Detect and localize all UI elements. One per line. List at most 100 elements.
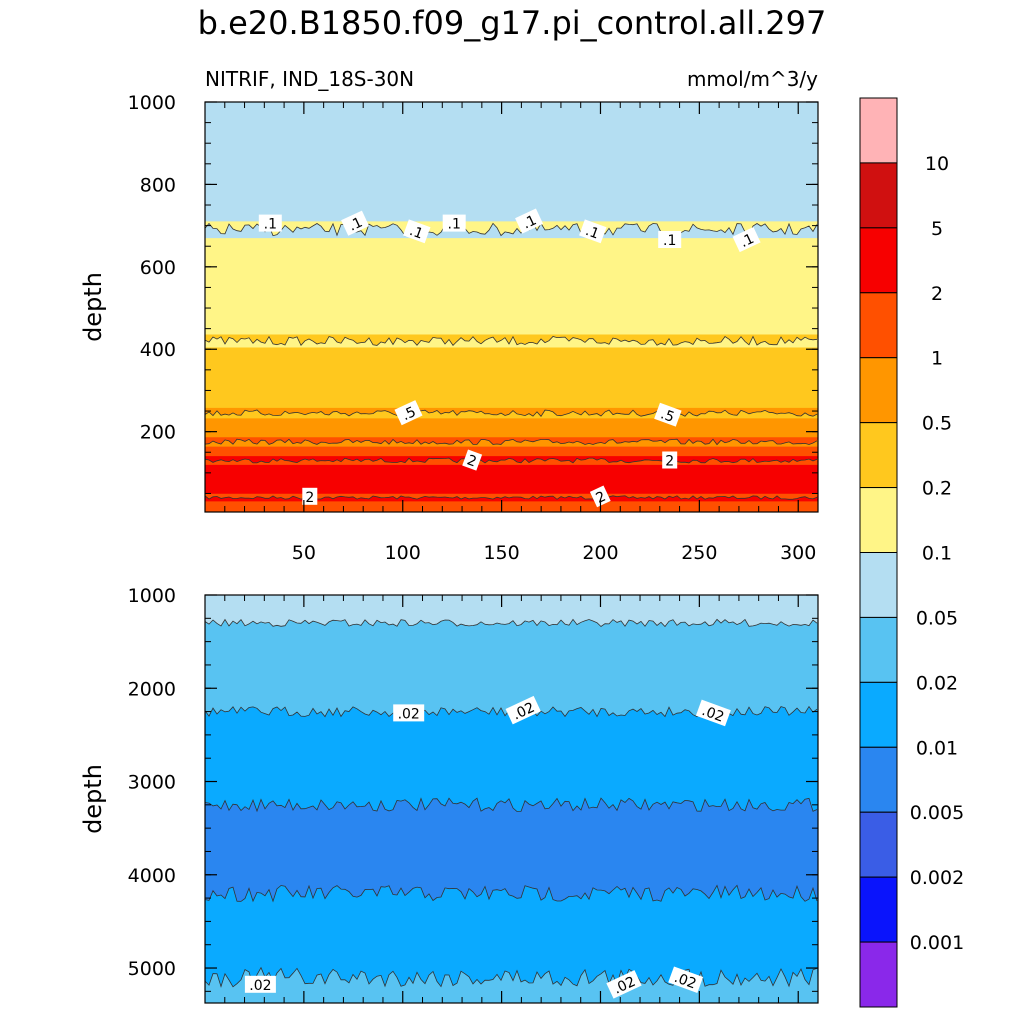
- x-tick-label: 50: [292, 542, 316, 564]
- contour-band: [205, 340, 818, 414]
- contour-label-text: .5: [400, 404, 419, 424]
- contour-label-box: [403, 219, 431, 244]
- y-tick-label: 5000: [128, 958, 176, 980]
- contour-line: [204, 797, 818, 813]
- contour-line: [204, 457, 818, 464]
- colorbar-swatch: [859, 681, 898, 748]
- contour-label-box: [668, 966, 704, 994]
- colorbar-label: 0.002: [910, 867, 964, 889]
- contour-label-box: [658, 231, 682, 248]
- contour-band-edge: [205, 883, 818, 902]
- contour-label-box: [732, 226, 761, 253]
- contour-label-text: .02: [672, 970, 698, 993]
- contour-label: .1: [732, 226, 761, 253]
- y-tick-label: 200: [140, 422, 176, 444]
- contour-label-box: [394, 400, 423, 426]
- contour-band: [205, 893, 818, 978]
- contour-label: .1: [442, 214, 466, 233]
- contour-band-edge: [205, 336, 818, 348]
- colorbar-label: 5: [931, 218, 943, 240]
- colorbar-swatch: [859, 876, 898, 943]
- units-label: mmol/m^3/y: [687, 67, 818, 91]
- colorbar-label: 0.01: [916, 737, 958, 759]
- contour-label-box: [695, 699, 731, 727]
- colorbar-label: 0.001: [910, 932, 964, 954]
- contour-band-edge: [205, 437, 818, 445]
- contour-line: [204, 335, 818, 347]
- contour-label-text: .02: [398, 706, 420, 722]
- colorbar-swatch: [859, 97, 898, 164]
- contour-label-box: [393, 704, 425, 722]
- y-tick-label: 600: [140, 257, 176, 279]
- chart-title: b.e20.B1850.f09_g17.pi_control.all.297: [198, 4, 827, 42]
- colorbar-swatch: [859, 162, 898, 229]
- contour-band-edge: [205, 798, 818, 814]
- contour-label: .02: [695, 699, 731, 727]
- y-tick-label: 1000: [128, 92, 176, 114]
- y-tick-label: 800: [140, 174, 176, 196]
- colorbar-label: 0.1: [922, 543, 952, 565]
- contour-label: .02: [244, 975, 276, 994]
- contour-label-text: .02: [700, 703, 726, 726]
- contour-label: .02: [393, 704, 425, 722]
- contour-label-text: .1: [407, 223, 425, 243]
- contour-label-box: [442, 214, 466, 232]
- contour-line: [204, 618, 818, 628]
- x-tick-label: 250: [681, 542, 717, 564]
- contour-label: 2: [589, 485, 611, 508]
- contour-label-text: .1: [264, 217, 277, 233]
- lower-y-axis-label: depth: [79, 764, 107, 834]
- contour-line: [204, 222, 818, 237]
- colorbar-label: 0.2: [922, 478, 952, 500]
- contour-line: [204, 966, 818, 988]
- x-tick-label: 300: [780, 542, 816, 564]
- contour-label-text: .1: [583, 223, 601, 243]
- contour-band-edge: [205, 495, 818, 502]
- contour-label-box: [258, 214, 282, 232]
- y-tick-label: 3000: [128, 772, 176, 794]
- contour-label-box: [589, 485, 611, 508]
- colorbar-label: 0.02: [916, 672, 958, 694]
- colorbar-label: 2: [931, 283, 943, 305]
- contour-line: [204, 409, 818, 417]
- colorbar: 10 5 2 1 0.5 0.2 0.1 0.05 0.02 0.01 0.005 0.002 0.00…: [859, 97, 964, 1008]
- contour-band: [205, 460, 818, 499]
- colorbar-label: 0.05: [916, 607, 958, 629]
- contour-label: .1: [658, 231, 682, 249]
- colorbar-swatch: [859, 746, 898, 813]
- contour-label-text: .5: [658, 406, 676, 426]
- contour-label-box: [606, 970, 642, 999]
- lower-plot-frame: [204, 594, 819, 1004]
- x-tick-label: 100: [385, 542, 421, 564]
- contour-label-box: [462, 449, 483, 471]
- contour-label-text: .02: [249, 978, 271, 994]
- y-tick-label: 4000: [128, 865, 176, 887]
- x-tick-label: 200: [582, 542, 618, 564]
- colorbar-swatch: [859, 422, 898, 489]
- colorbar-swatch: [859, 227, 898, 294]
- colorbar-swatch: [859, 357, 898, 424]
- contour-label-box: [515, 208, 544, 234]
- colorbar-swatch: [859, 811, 898, 878]
- contour-label-text: 2: [305, 490, 314, 506]
- contour-band-edge: [205, 885, 818, 904]
- colorbar-swatch: [859, 616, 898, 683]
- contour-label-box: [654, 402, 682, 427]
- contour-label: .5: [654, 402, 682, 427]
- contour-band-edge: [205, 493, 818, 500]
- variable-label: NITRIF, IND_18S-30N: [205, 67, 414, 91]
- y-tick-label: 1000: [128, 585, 176, 607]
- contour-label-text: .1: [663, 233, 676, 249]
- colorbar-label: 0.005: [910, 802, 964, 824]
- contour-band-edge: [205, 334, 818, 346]
- contour-label-text: .1: [346, 214, 365, 234]
- lower-panel: .02.02.02.02.02.02 10002000300040005000 …: [79, 585, 819, 1004]
- contour-label-text: .1: [520, 212, 539, 232]
- contour-band: [205, 229, 818, 342]
- colorbar-swatch: [859, 552, 898, 618]
- colorbar-label: 0.5: [922, 413, 952, 435]
- contour-band: [205, 711, 818, 806]
- contour-label: .1: [341, 210, 370, 236]
- upper-y-axis-label: depth: [79, 272, 107, 342]
